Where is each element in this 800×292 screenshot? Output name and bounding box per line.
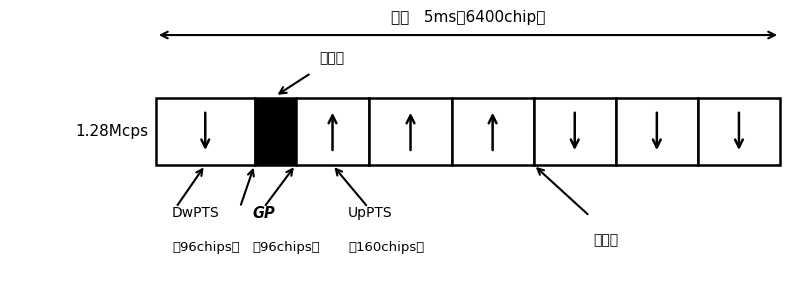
Text: （96chips）: （96chips） (172, 241, 240, 254)
Bar (616, 98, 698, 165)
Text: 切换点: 切换点 (319, 51, 344, 65)
Bar (698, 98, 780, 165)
Text: 子帧   5ms（6400chip）: 子帧 5ms（6400chip） (391, 10, 545, 25)
Text: 切换点: 切换点 (594, 234, 619, 248)
Text: DwPTS: DwPTS (172, 206, 220, 220)
Bar (370, 98, 451, 165)
Bar (451, 98, 534, 165)
Text: 1.28Mcps: 1.28Mcps (75, 124, 148, 139)
Bar (534, 98, 616, 165)
Text: GP: GP (252, 206, 274, 221)
Bar (254, 98, 295, 165)
Bar (295, 98, 370, 165)
Text: （96chips）: （96chips） (252, 241, 320, 254)
Text: （160chips）: （160chips） (348, 241, 424, 254)
Text: UpPTS: UpPTS (348, 206, 393, 220)
Bar (156, 98, 254, 165)
